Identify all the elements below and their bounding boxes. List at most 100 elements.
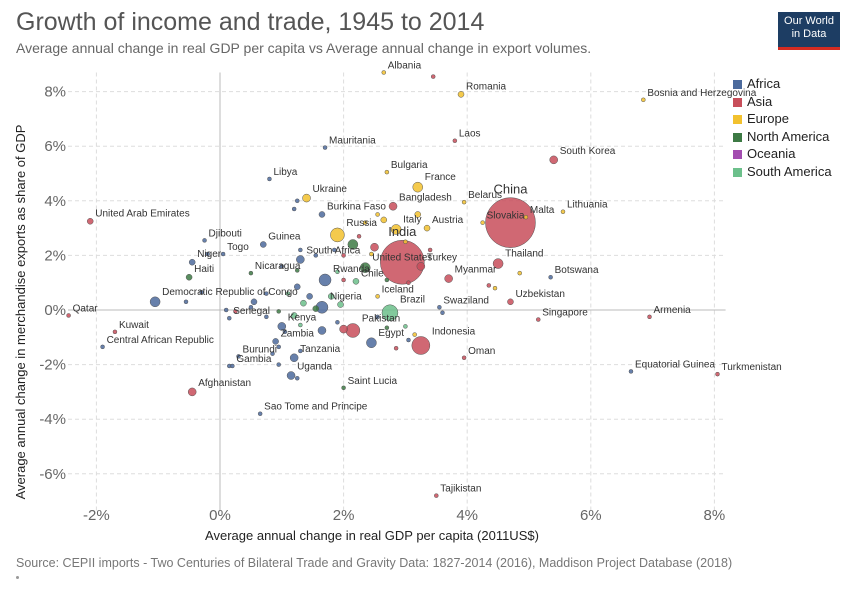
data-point-united-arab-emirates[interactable] [86, 218, 94, 225]
data-point[interactable] [327, 293, 335, 300]
data-point-bangladesh[interactable] [388, 202, 398, 211]
data-point-turkey[interactable] [416, 262, 426, 271]
data-point-togo[interactable] [220, 251, 226, 257]
data-point[interactable] [276, 362, 281, 367]
data-point-south-africa[interactable] [296, 255, 305, 264]
data-point[interactable] [339, 324, 348, 334]
data-point-tanzania[interactable] [289, 353, 299, 363]
data-point[interactable] [264, 291, 269, 296]
data-point-ukraine[interactable] [302, 193, 311, 203]
data-point[interactable] [290, 312, 298, 319]
data-point[interactable] [370, 242, 379, 252]
data-point[interactable] [486, 283, 492, 288]
data-point[interactable] [332, 247, 337, 253]
data-point-lithuania[interactable] [560, 209, 566, 214]
data-point[interactable] [298, 348, 303, 354]
data-point-romania[interactable] [457, 91, 465, 98]
data-point-armenia[interactable] [647, 314, 652, 320]
data-point-oman[interactable] [461, 355, 467, 361]
owid-logo[interactable]: Our World in Data [778, 12, 840, 50]
data-point-uzbekistan[interactable] [507, 298, 514, 306]
legend-item-asia[interactable]: Asia [733, 94, 772, 109]
data-point[interactable] [375, 212, 380, 217]
data-point[interactable] [199, 290, 204, 295]
data-point-burundi[interactable] [236, 354, 241, 359]
data-point[interactable] [313, 253, 319, 258]
legend-item-oceania[interactable]: Oceania [733, 146, 795, 161]
data-point[interactable] [341, 253, 346, 258]
data-point[interactable] [282, 329, 288, 335]
data-point-slovakia[interactable] [480, 220, 485, 225]
data-point-belarus[interactable] [461, 199, 467, 205]
legend-item-north-america[interactable]: North America [733, 129, 829, 144]
data-points[interactable] [66, 70, 720, 498]
data-point[interactable] [312, 305, 320, 312]
data-point-south-korea[interactable] [549, 155, 558, 165]
data-point-malta[interactable] [523, 214, 529, 220]
data-point[interactable] [233, 309, 238, 314]
data-point-bosnia-and-herzegovina[interactable] [641, 97, 646, 103]
data-point-kuwait[interactable] [112, 329, 118, 335]
data-point[interactable] [248, 305, 254, 310]
data-point[interactable] [375, 314, 380, 320]
data-point-zambia[interactable] [272, 338, 279, 345]
data-point[interactable] [414, 211, 422, 218]
data-point[interactable] [300, 299, 307, 307]
data-point[interactable] [341, 277, 346, 283]
data-point-kenya[interactable] [277, 322, 287, 331]
data-point-niger[interactable] [188, 258, 196, 266]
data-point-tajikistan[interactable] [434, 493, 439, 498]
data-point-afghanistan[interactable] [187, 387, 197, 397]
data-point-guinea[interactable] [260, 241, 267, 248]
data-point[interactable] [403, 239, 408, 244]
data-point-turkmenistan[interactable] [715, 371, 720, 377]
data-point-equatorial-guinea[interactable] [628, 369, 634, 374]
data-point-iceland[interactable] [375, 294, 380, 299]
data-point[interactable] [347, 239, 359, 250]
data-point-libya[interactable] [267, 176, 272, 182]
data-point[interactable] [276, 344, 281, 350]
data-point[interactable] [183, 299, 189, 305]
data-point[interactable] [380, 216, 388, 224]
data-point[interactable] [223, 307, 229, 313]
data-point-russia[interactable] [330, 227, 345, 243]
data-point-albania[interactable] [381, 70, 387, 75]
data-point[interactable] [430, 74, 436, 79]
data-point-austria[interactable] [423, 224, 431, 232]
data-point[interactable] [295, 198, 300, 204]
data-point[interactable] [369, 251, 374, 257]
data-point-france[interactable] [412, 181, 424, 193]
data-point[interactable] [317, 326, 327, 335]
data-point-singapore[interactable] [536, 317, 541, 322]
data-point[interactable] [393, 345, 399, 351]
data-point[interactable] [427, 247, 433, 253]
data-point-senegal[interactable] [227, 315, 232, 321]
data-point[interactable] [406, 337, 411, 343]
data-point-myanmar[interactable] [444, 274, 453, 283]
data-point[interactable] [291, 206, 297, 212]
data-point[interactable] [294, 283, 301, 291]
data-point-djibouti[interactable] [202, 238, 207, 243]
data-point[interactable] [250, 298, 258, 306]
data-point[interactable] [412, 332, 417, 337]
data-point[interactable] [276, 309, 281, 314]
data-point[interactable] [270, 351, 275, 356]
data-point[interactable] [335, 269, 340, 275]
data-point-chile[interactable] [352, 278, 360, 285]
data-point-rwanda[interactable] [318, 273, 332, 287]
data-point[interactable] [337, 301, 344, 308]
data-point-united-states[interactable] [359, 262, 371, 273]
data-point[interactable] [279, 264, 285, 269]
data-point-brazil[interactable] [381, 304, 399, 321]
data-point-central-african-republic[interactable] [100, 344, 105, 350]
data-point[interactable] [492, 285, 498, 291]
data-point[interactable] [306, 293, 313, 300]
data-point[interactable] [384, 325, 390, 330]
data-point-indonesia[interactable] [411, 336, 431, 355]
data-point[interactable] [406, 280, 411, 285]
data-point-burkina-faso[interactable] [318, 211, 326, 218]
data-point-gambia[interactable] [230, 363, 235, 369]
legend-item-europe[interactable]: Europe [733, 111, 789, 126]
data-point[interactable] [295, 376, 300, 381]
